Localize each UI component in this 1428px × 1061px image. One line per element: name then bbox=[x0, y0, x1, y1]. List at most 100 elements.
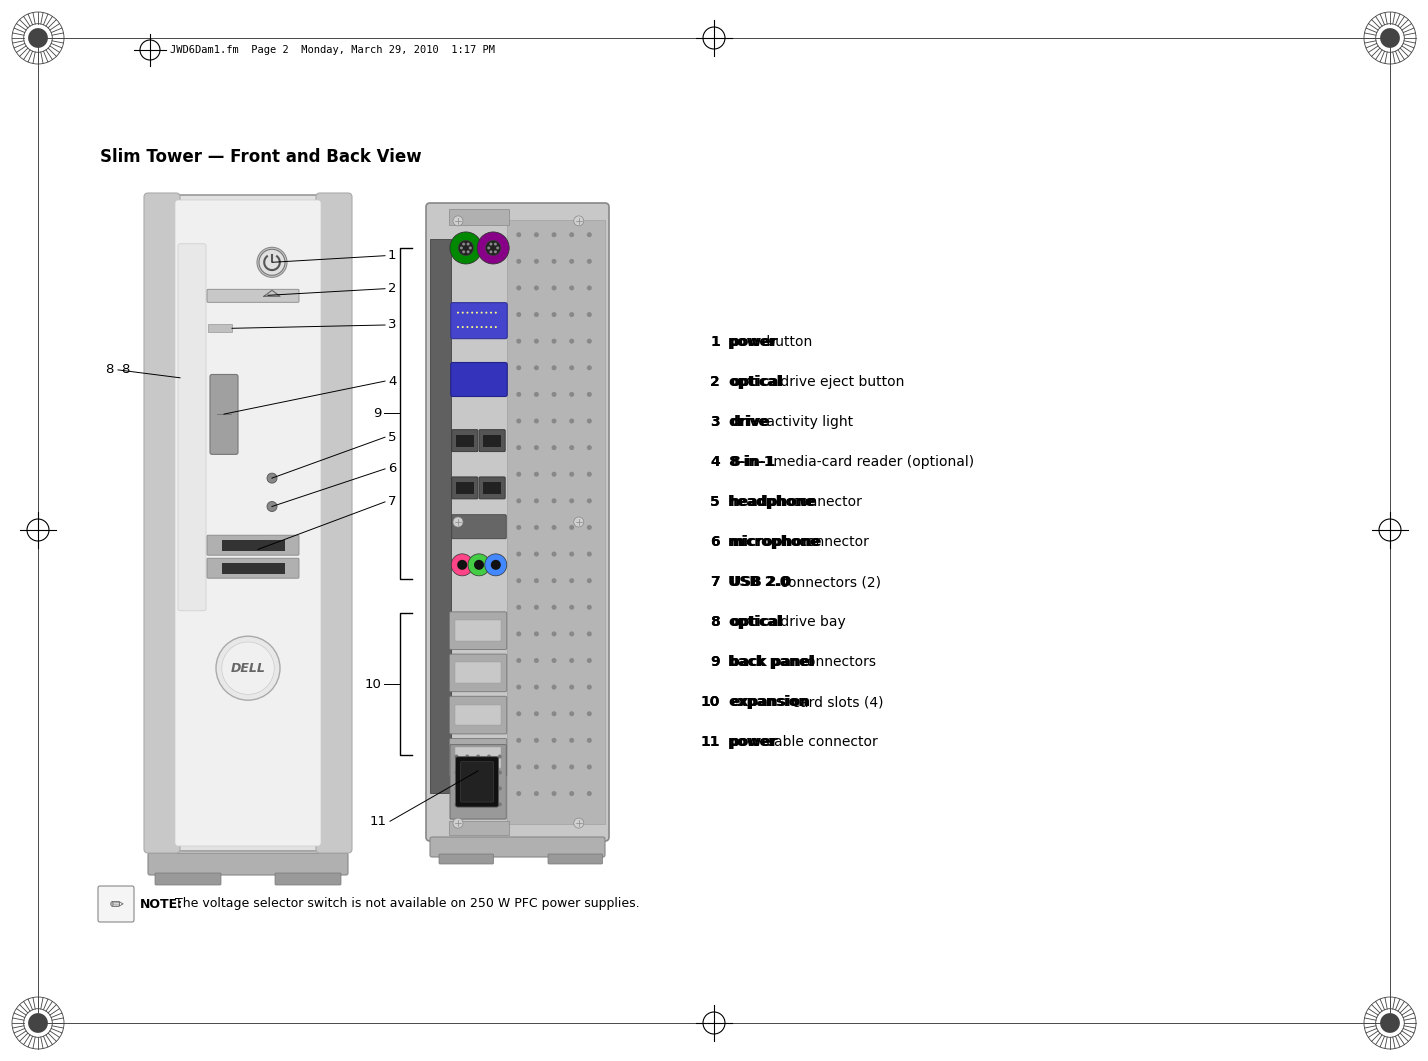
FancyBboxPatch shape bbox=[144, 193, 180, 853]
Circle shape bbox=[490, 312, 493, 314]
Text: JWD6Dam1.fm  Page 2  Monday, March 29, 2010  1:17 PM: JWD6Dam1.fm Page 2 Monday, March 29, 201… bbox=[170, 45, 496, 55]
Bar bbox=[430, 239, 451, 793]
Circle shape bbox=[498, 754, 501, 759]
Text: Slim Tower — Front and Back View: Slim Tower — Front and Back View bbox=[100, 147, 421, 166]
Circle shape bbox=[267, 473, 277, 483]
Circle shape bbox=[551, 285, 557, 291]
Circle shape bbox=[517, 631, 521, 637]
Circle shape bbox=[570, 392, 574, 397]
FancyBboxPatch shape bbox=[451, 430, 478, 452]
Circle shape bbox=[534, 737, 538, 743]
Circle shape bbox=[570, 658, 574, 663]
Circle shape bbox=[29, 1013, 49, 1032]
Circle shape bbox=[477, 232, 510, 264]
Text: connector: connector bbox=[788, 495, 863, 509]
Circle shape bbox=[451, 554, 473, 576]
FancyBboxPatch shape bbox=[478, 476, 506, 499]
Text: The voltage selector switch is not available on 250 W PFC power supplies.: The voltage selector switch is not avail… bbox=[171, 898, 640, 910]
Text: 2: 2 bbox=[388, 282, 397, 295]
Circle shape bbox=[534, 446, 538, 450]
Circle shape bbox=[454, 802, 458, 806]
Text: USB 2.0: USB 2.0 bbox=[728, 575, 790, 589]
Text: 3: 3 bbox=[388, 318, 397, 331]
Circle shape bbox=[471, 326, 473, 328]
Circle shape bbox=[498, 802, 501, 806]
Circle shape bbox=[570, 552, 574, 557]
Text: ✏: ✏ bbox=[109, 895, 123, 914]
Bar bbox=[456, 621, 501, 641]
Circle shape bbox=[476, 312, 478, 314]
Circle shape bbox=[534, 711, 538, 716]
Circle shape bbox=[534, 392, 538, 397]
Circle shape bbox=[570, 605, 574, 610]
Text: card slots (4): card slots (4) bbox=[788, 695, 884, 709]
Circle shape bbox=[216, 637, 280, 700]
Circle shape bbox=[453, 818, 463, 829]
Text: drive bay: drive bay bbox=[775, 615, 845, 629]
Circle shape bbox=[534, 259, 538, 264]
Text: 2: 2 bbox=[710, 375, 720, 389]
Circle shape bbox=[551, 232, 557, 238]
Circle shape bbox=[466, 802, 470, 806]
Circle shape bbox=[460, 246, 463, 249]
Text: 5: 5 bbox=[388, 431, 397, 443]
Text: headphone: headphone bbox=[728, 495, 815, 509]
Text: 9: 9 bbox=[373, 406, 381, 420]
Circle shape bbox=[517, 418, 521, 423]
Text: 6: 6 bbox=[710, 535, 720, 549]
Circle shape bbox=[484, 554, 507, 576]
FancyBboxPatch shape bbox=[210, 375, 238, 454]
Text: 9: 9 bbox=[710, 655, 720, 669]
Circle shape bbox=[570, 525, 574, 529]
Circle shape bbox=[517, 711, 521, 716]
Circle shape bbox=[587, 472, 591, 476]
FancyBboxPatch shape bbox=[450, 612, 507, 649]
Circle shape bbox=[490, 250, 493, 254]
FancyBboxPatch shape bbox=[426, 203, 608, 841]
Circle shape bbox=[570, 446, 574, 450]
Circle shape bbox=[534, 552, 538, 557]
Bar bbox=[456, 705, 501, 726]
Circle shape bbox=[466, 786, 470, 790]
Text: microphone connector: microphone connector bbox=[728, 535, 884, 549]
Circle shape bbox=[498, 770, 501, 775]
Text: power button: power button bbox=[728, 335, 821, 349]
Text: expansion: expansion bbox=[728, 695, 808, 709]
Circle shape bbox=[587, 631, 591, 637]
Circle shape bbox=[517, 338, 521, 344]
Circle shape bbox=[494, 250, 497, 254]
Bar bbox=[456, 435, 474, 447]
Circle shape bbox=[494, 312, 497, 314]
Circle shape bbox=[551, 499, 557, 503]
Text: 1: 1 bbox=[710, 335, 720, 349]
Circle shape bbox=[587, 285, 591, 291]
Bar bbox=[456, 662, 501, 683]
Circle shape bbox=[468, 554, 490, 576]
Circle shape bbox=[551, 792, 557, 796]
Circle shape bbox=[476, 326, 478, 328]
Text: 4: 4 bbox=[710, 455, 720, 469]
Circle shape bbox=[534, 631, 538, 637]
Circle shape bbox=[551, 684, 557, 690]
Circle shape bbox=[457, 312, 458, 314]
Circle shape bbox=[570, 232, 574, 238]
FancyBboxPatch shape bbox=[99, 886, 134, 922]
Text: 8: 8 bbox=[710, 615, 720, 629]
Circle shape bbox=[468, 246, 471, 249]
Circle shape bbox=[570, 365, 574, 370]
Circle shape bbox=[570, 472, 574, 476]
Bar bbox=[507, 220, 605, 824]
Circle shape bbox=[587, 552, 591, 557]
Text: 7: 7 bbox=[388, 495, 397, 508]
Circle shape bbox=[517, 312, 521, 317]
Circle shape bbox=[551, 472, 557, 476]
Text: 6: 6 bbox=[388, 463, 397, 475]
Text: 11: 11 bbox=[701, 735, 720, 749]
Circle shape bbox=[476, 786, 480, 790]
Text: cable connector: cable connector bbox=[763, 735, 878, 749]
Circle shape bbox=[551, 711, 557, 716]
FancyBboxPatch shape bbox=[316, 193, 351, 853]
Text: 8-in-1: 8-in-1 bbox=[730, 455, 775, 469]
FancyBboxPatch shape bbox=[178, 244, 206, 611]
Circle shape bbox=[476, 802, 480, 806]
